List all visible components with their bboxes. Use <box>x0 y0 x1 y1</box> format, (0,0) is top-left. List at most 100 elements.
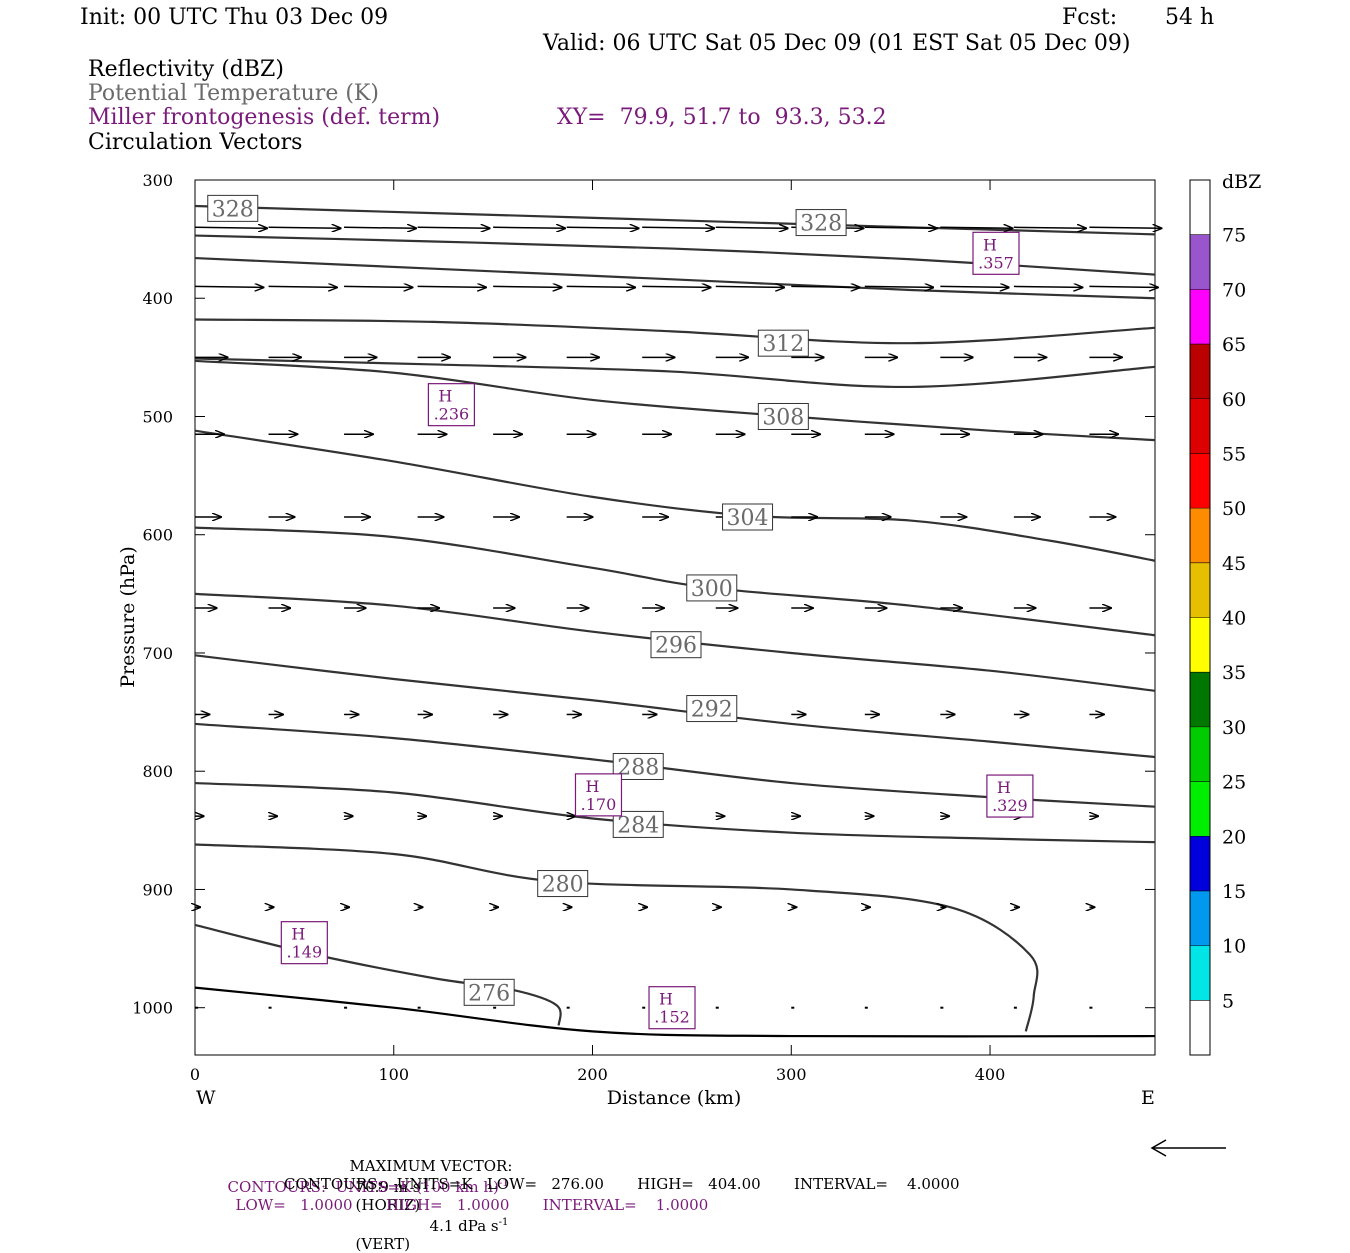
legend-circulation-vectors: Circulation Vectors <box>88 130 303 155</box>
valid-time: Valid: 06 UTC Sat 05 Dec 09 (01 EST Sat … <box>543 31 1131 56</box>
colorbar-segment <box>1190 672 1210 727</box>
miller-max-box <box>574 773 623 817</box>
colorbar-segment <box>1190 508 1210 563</box>
reference-vector-arrow <box>1150 1139 1226 1157</box>
contour-label-box <box>757 329 809 357</box>
surface-line <box>194 986 1156 1038</box>
theta-contour-label-304: 304 <box>722 503 774 531</box>
theta-contour-label-312: 312 <box>757 329 809 357</box>
colorbar-segment <box>1190 781 1210 837</box>
circulation-vector <box>715 227 788 228</box>
colorbar-segment <box>1190 945 1210 1001</box>
circulation-vector <box>344 227 416 228</box>
colorbar-level-label: 5 <box>1222 990 1234 1012</box>
contour-label-text: 296 <box>655 634 697 659</box>
colorbar-level-label: 25 <box>1222 772 1246 794</box>
miller-max-value: .152 <box>654 1008 690 1027</box>
colorbar-level-label: 70 <box>1222 279 1246 301</box>
miller-maximum: H.357 <box>972 231 1020 275</box>
cross-section-chart: 0 100 200 300 400 300 400 500 600 700 800 900 1000 32… <box>117 171 1261 1157</box>
circulation-vector <box>715 286 784 287</box>
circulation-vector <box>940 286 1008 287</box>
contour-label-text: 284 <box>617 813 659 838</box>
colorbar-level-label: 15 <box>1222 881 1246 903</box>
colorbar-level-label: 75 <box>1222 225 1246 247</box>
contours-theta-line: CONTOURS: UNITS=K LOW= 276.00 HIGH= 404.… <box>284 1175 960 1193</box>
theta-contour-label-280: 280 <box>537 870 589 898</box>
circulation-vector <box>268 286 337 287</box>
theta-contour-280 <box>194 843 1039 1032</box>
circulation-vector <box>194 227 267 228</box>
miller-max-box <box>986 774 1034 818</box>
colorbar-segment <box>1190 289 1210 345</box>
colorbar-level-label: 35 <box>1222 662 1246 684</box>
max-vector-horiz: 70.9 m s-1 <box>355 1178 431 1196</box>
theta-contour-label-308: 308 <box>757 402 809 430</box>
circulation-vector <box>566 286 635 287</box>
colorbar-segment <box>1190 398 1210 454</box>
colorbar-segment <box>1190 234 1210 290</box>
colorbar-level-label: 60 <box>1222 389 1246 411</box>
x-tick-label: 400 <box>975 1065 1006 1084</box>
miller-max-box <box>427 383 475 427</box>
max-vector-vert-tag: (VERT) <box>355 1235 411 1253</box>
circulation-vector <box>1089 286 1157 287</box>
circulation-vector <box>1013 286 1082 287</box>
circulation-vector <box>566 227 639 228</box>
y-tick-label: 400 <box>142 289 173 308</box>
miller-max-box <box>972 231 1020 275</box>
theta-contour-label-276: 276 <box>463 978 515 1006</box>
theta-contour-276 <box>194 923 562 1026</box>
colorbar-level-label: 55 <box>1222 443 1246 465</box>
circulation-vector <box>493 227 565 228</box>
max-vector-label: MAXIMUM VECTOR: <box>349 1157 513 1175</box>
x-tick-label: 300 <box>776 1065 807 1084</box>
miller-max-box <box>648 986 696 1030</box>
contour-label-text: 280 <box>542 873 584 898</box>
colorbar-segment <box>1190 890 1210 946</box>
circulation-vector <box>417 227 490 228</box>
circulation-vector <box>417 286 486 287</box>
colorbar-level-label: 65 <box>1222 334 1246 356</box>
miller-maximum: H.170 <box>574 773 623 817</box>
x-axis-east-label: E <box>1141 1087 1155 1109</box>
theta-contour-label-284: 284 <box>612 810 664 838</box>
contour-label-text: 328 <box>800 212 842 237</box>
colorbar-segment <box>1190 1000 1210 1055</box>
y-tick-label: 600 <box>142 526 173 545</box>
miller-max-symbol: H <box>586 777 600 796</box>
x-tick-label: 0 <box>190 1065 200 1084</box>
colorbar-level-label: 10 <box>1222 936 1246 958</box>
theta-contour-300 <box>194 526 1156 637</box>
contour-label-text: 300 <box>691 577 733 602</box>
contour-label-box <box>463 978 515 1006</box>
contour-label-text: 328 <box>212 197 254 222</box>
miller-max-value: .357 <box>978 253 1014 272</box>
theta-contour-label-292: 292 <box>686 695 738 723</box>
miller-maximum: H.152 <box>648 986 696 1030</box>
y-tick-label: 900 <box>142 880 173 899</box>
contour-label-box <box>722 503 774 531</box>
circulation-vector <box>940 227 1012 228</box>
x-axis-title: Distance (km) <box>607 1087 742 1109</box>
circulation-vector <box>642 227 714 228</box>
theta-contour-label-300: 300 <box>686 574 738 602</box>
miller-max-value: .329 <box>992 796 1028 815</box>
forecast-label: Fcst: <box>1062 5 1118 30</box>
x-tick-label: 100 <box>378 1065 409 1084</box>
miller-max-symbol: H <box>659 990 673 1009</box>
contours-miller-units: CONTOURS: UNITS=K (100 km h) <box>227 1178 499 1196</box>
colorbar-segment <box>1190 836 1210 891</box>
miller-max-value: .149 <box>287 943 323 962</box>
colorbar-segment <box>1190 562 1210 618</box>
max-vector-vert: 4.1 dPa s-1 <box>429 1217 509 1235</box>
contour-label-text: 304 <box>727 506 769 531</box>
contour-label-text: 292 <box>691 698 733 723</box>
cross-section-endpoints: XY= 79.9, 51.7 to 93.3, 53.2 <box>557 105 887 130</box>
miller-max-symbol: H <box>291 925 305 944</box>
circulation-vector <box>1013 227 1086 228</box>
miller-max-value: .236 <box>434 405 470 424</box>
legend-potential-temperature: Potential Temperature (K) <box>88 81 379 106</box>
theta-contour-320 <box>194 256 1156 300</box>
miller-max-box <box>280 921 328 965</box>
